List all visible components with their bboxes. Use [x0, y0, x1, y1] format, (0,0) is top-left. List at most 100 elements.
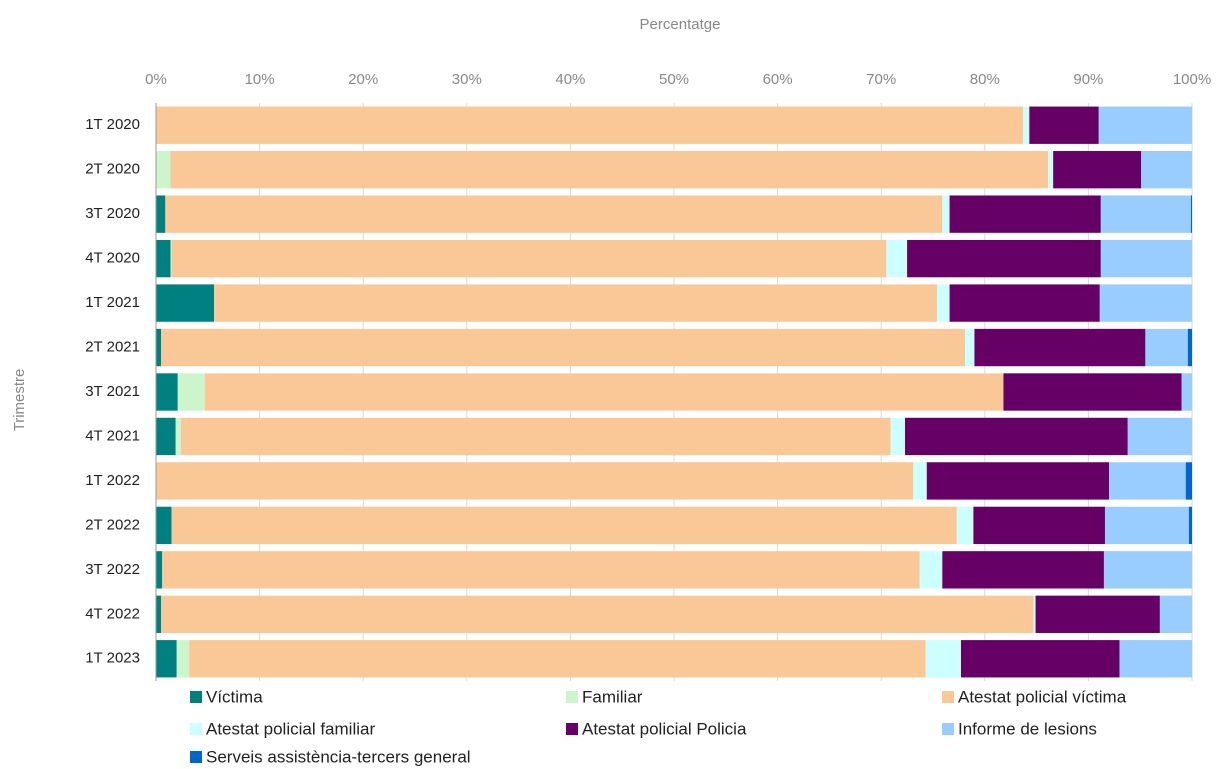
y-tick-label: 1T 2023: [85, 650, 140, 667]
bar-segment: [949, 195, 1101, 233]
bar-segment: [156, 151, 171, 189]
bar-segment: [1100, 195, 1191, 233]
bar-segment: [956, 506, 974, 545]
y-tick-label: 2T 2020: [85, 161, 140, 178]
bar-segment: [907, 239, 1101, 278]
bar-segment: [156, 506, 172, 545]
bar-segment: [162, 551, 920, 589]
legend-label: Atestat policial víctima: [958, 687, 1127, 706]
y-tick-label: 2T 2022: [85, 516, 140, 533]
bar-segment: [156, 640, 177, 678]
x-tick-label: 100%: [1173, 71, 1211, 88]
bar-segment: [1187, 328, 1192, 367]
bar-segment: [176, 640, 190, 678]
bar-segment: [180, 417, 891, 456]
x-tick-label: 40%: [555, 71, 585, 88]
legend-swatch: [942, 723, 954, 735]
bar-segment: [925, 640, 961, 678]
bar-segment: [1053, 151, 1142, 189]
x-tick-label: 60%: [763, 71, 793, 88]
bar-segment: [1003, 373, 1182, 411]
legend-label: Informe de lesions: [958, 719, 1097, 738]
y-tick-label: 3T 2021: [85, 383, 140, 400]
bar-segment: [177, 373, 205, 411]
bar-segment: [965, 328, 975, 367]
bar-segment: [156, 373, 178, 411]
x-tick-label: 80%: [970, 71, 1000, 88]
bar-segment: [175, 417, 181, 456]
bar-segment: [1181, 373, 1192, 411]
legend-swatch: [190, 691, 202, 703]
bar-segment: [886, 239, 908, 278]
x-tick-label: 70%: [866, 71, 896, 88]
legend-label: Víctima: [206, 687, 263, 706]
bar-segment: [156, 284, 215, 322]
y-tick-label: 4T 2022: [85, 605, 140, 622]
bar-segment: [1033, 595, 1036, 633]
y-tick-label: 1T 2022: [85, 472, 140, 489]
y-tick-label: 1T 2020: [85, 116, 140, 133]
bar-segment: [156, 239, 171, 278]
x-tick-label: 50%: [659, 71, 689, 88]
bar-segment: [156, 551, 163, 589]
bar-segment: [942, 551, 1104, 589]
bar-segment: [1100, 239, 1192, 278]
bar-segment: [156, 106, 1024, 144]
bar-segment: [161, 328, 966, 367]
bar-segment: [890, 417, 906, 456]
bar-segment: [1047, 151, 1054, 189]
x-tick-label: 30%: [452, 71, 482, 88]
bar-segment: [905, 417, 1128, 456]
x-tick-label: 20%: [348, 71, 378, 88]
bar-segment: [170, 151, 1048, 189]
bar-segment: [926, 462, 1110, 500]
y-tick-label: 3T 2020: [85, 205, 140, 222]
bar-segment: [942, 195, 950, 233]
bar-segment: [1099, 284, 1192, 322]
bar-segment: [913, 462, 927, 500]
bar-segment: [171, 239, 887, 278]
bar-segment: [1023, 106, 1030, 144]
bar-segment: [937, 284, 950, 322]
bar-segment: [156, 595, 162, 633]
x-tick-label: 90%: [1073, 71, 1103, 88]
legend-swatch: [566, 723, 578, 735]
bar-segment: [161, 595, 1034, 633]
bar-segment: [1190, 195, 1192, 233]
bar-segment: [170, 239, 172, 278]
bar-segment: [1109, 462, 1186, 500]
bar-segment: [204, 373, 1004, 411]
bar-segment: [1185, 462, 1192, 500]
bar-segment: [1103, 551, 1192, 589]
x-tick-label: 10%: [245, 71, 275, 88]
y-tick-label: 3T 2022: [85, 561, 140, 578]
legend-swatch: [190, 751, 202, 763]
y-tick-label: 2T 2021: [85, 339, 140, 356]
bar-segment: [974, 328, 1146, 367]
y-axis-label: Trimestre: [11, 369, 28, 432]
bar-segment: [1141, 151, 1192, 189]
bar-segment: [973, 506, 1105, 545]
chart-title: Percentatge: [640, 16, 721, 33]
bar-segment: [1188, 506, 1192, 545]
legend-swatch: [942, 691, 954, 703]
bar-segment: [919, 551, 943, 589]
legend-label: Atestat policial Policia: [582, 719, 747, 738]
bar-segment: [949, 284, 1100, 322]
bar-segment: [156, 328, 162, 367]
legend-swatch: [190, 723, 202, 735]
bar-segment: [165, 195, 943, 233]
bar-segment: [156, 417, 176, 456]
bar-segment: [214, 284, 938, 322]
legend-label: Serveis assistència-tercers general: [206, 747, 471, 766]
bar-segment: [1145, 328, 1188, 367]
bar-segment: [1098, 106, 1192, 144]
bar-segment: [1035, 595, 1160, 633]
bar-segment: [1127, 417, 1192, 456]
bar-segment: [1119, 640, 1192, 678]
y-tick-label: 4T 2021: [85, 427, 140, 444]
bar-segment: [171, 506, 957, 545]
y-tick-label: 1T 2021: [85, 294, 140, 311]
x-tick-label: 0%: [145, 71, 167, 88]
